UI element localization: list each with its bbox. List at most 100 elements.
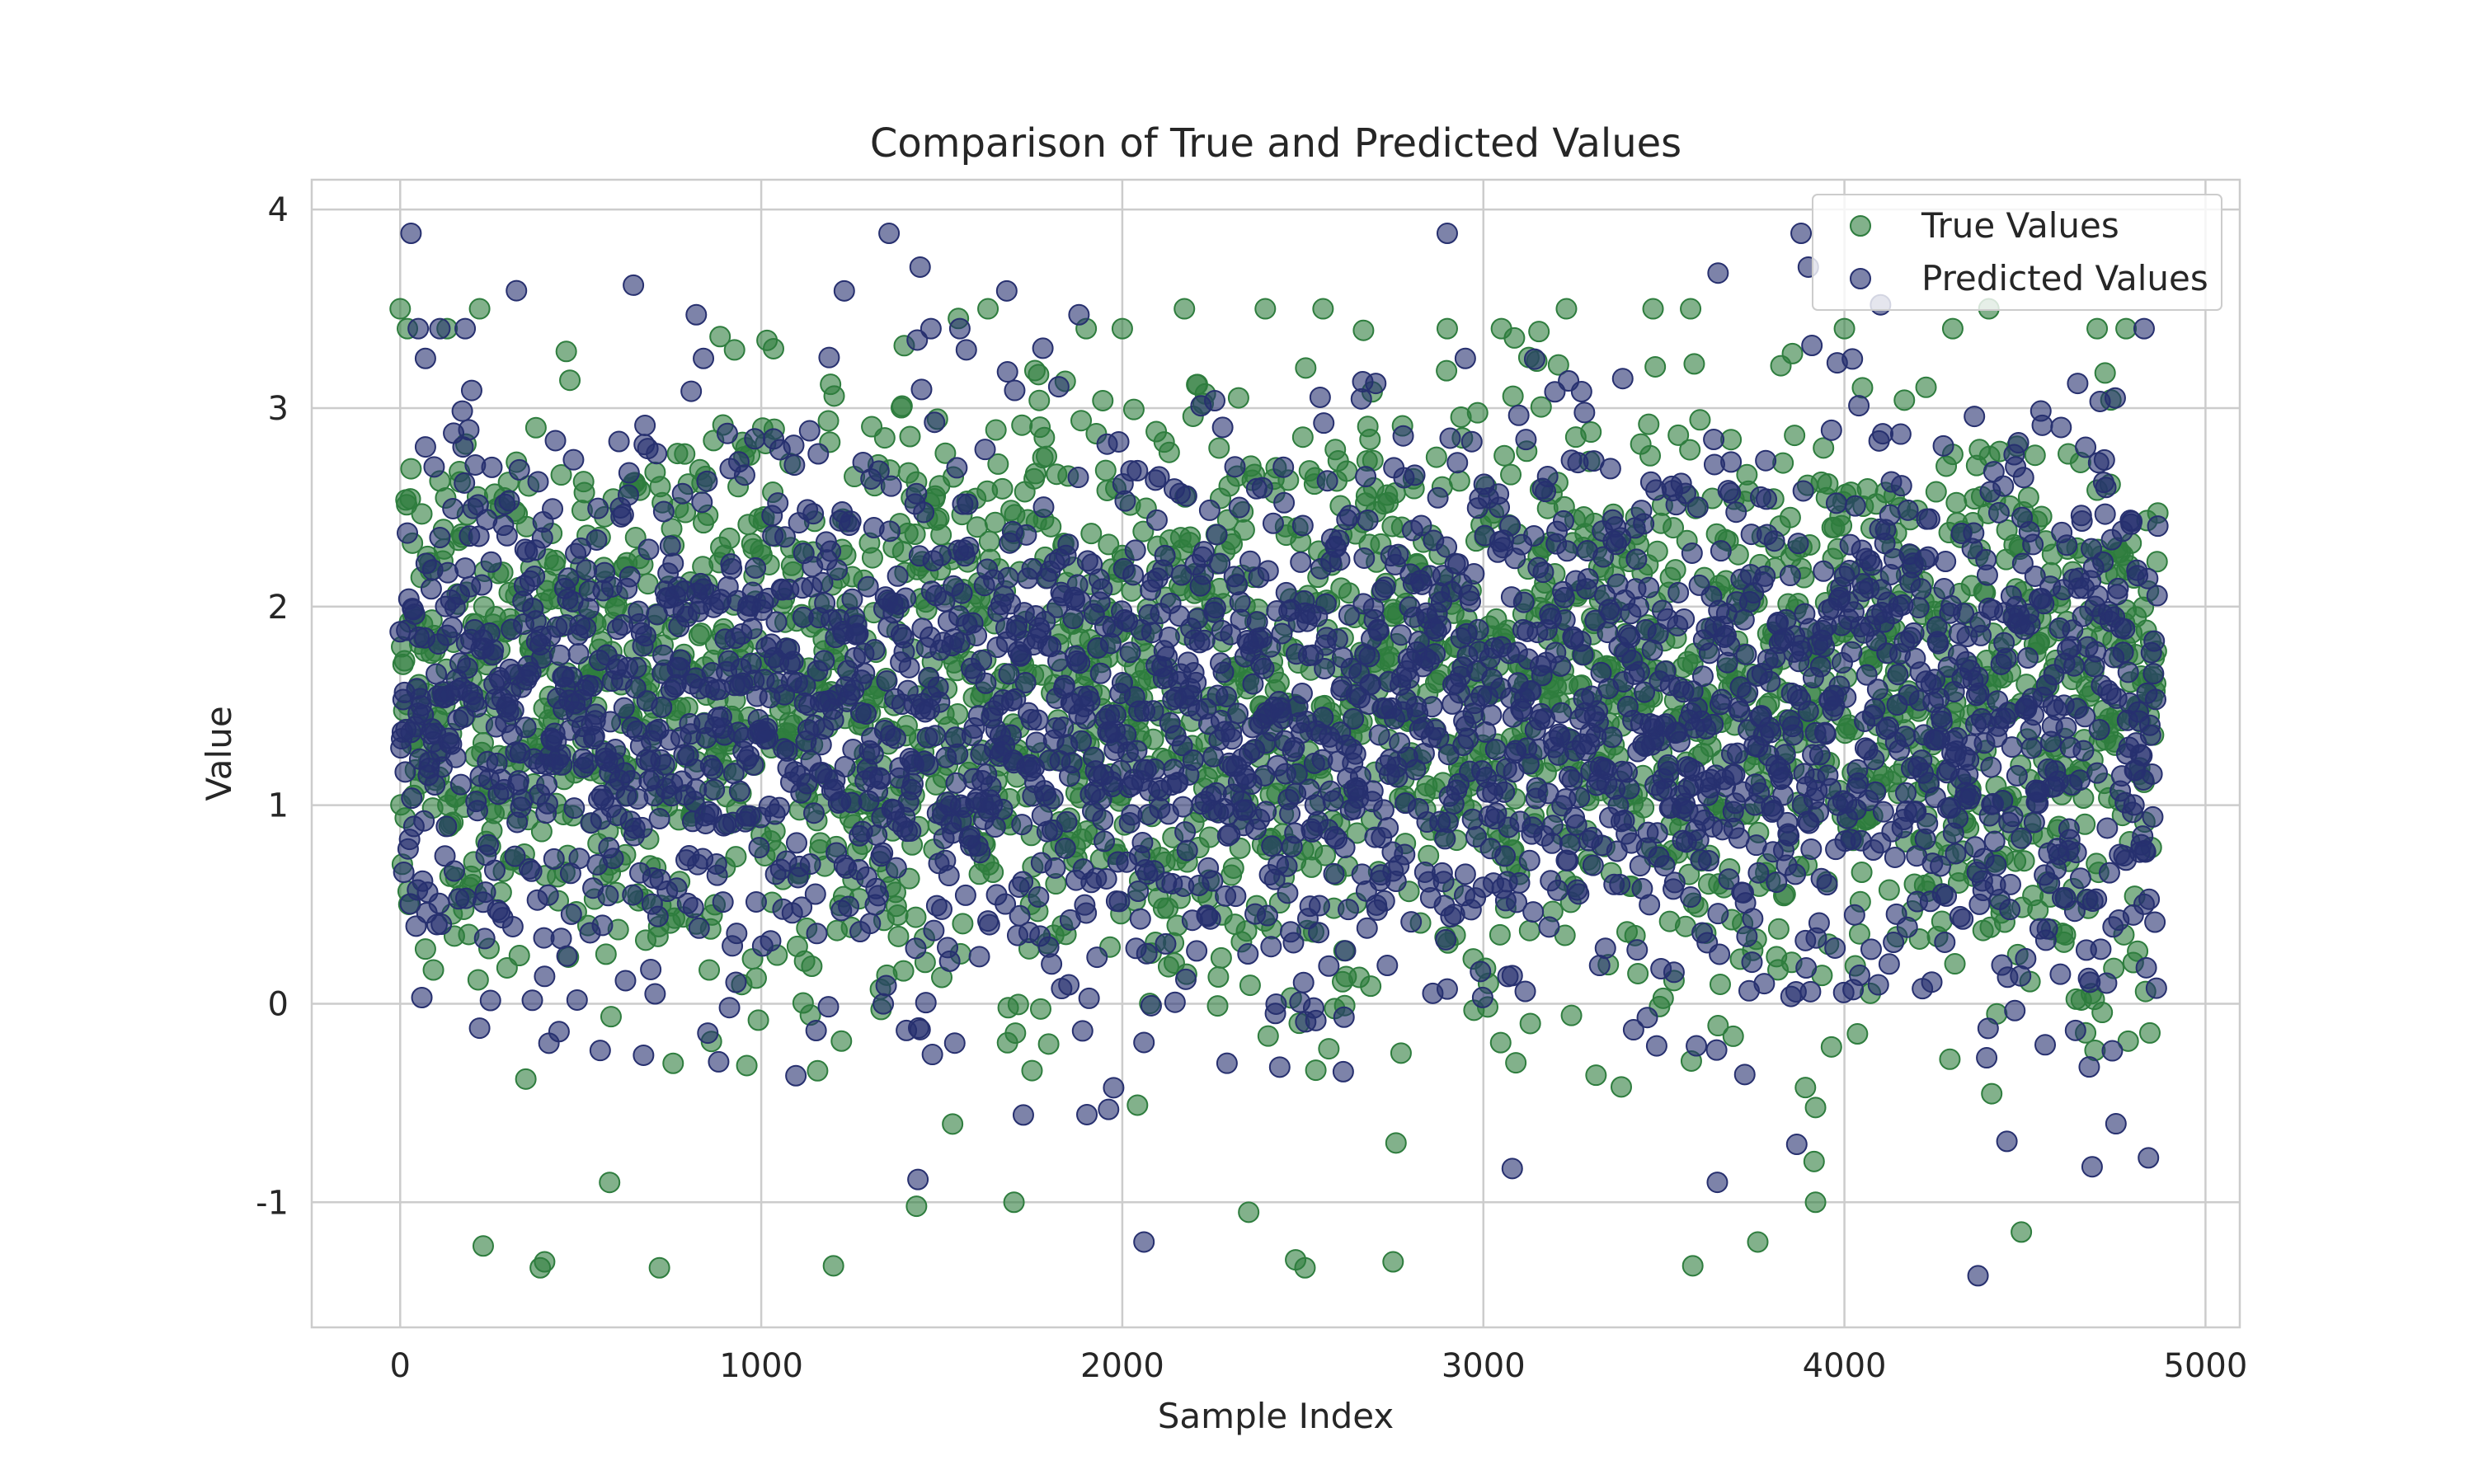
data-point (496, 524, 518, 547)
data-point (567, 642, 590, 665)
data-point (975, 672, 997, 694)
data-point (1470, 960, 1492, 983)
data-point (747, 1009, 769, 1031)
legend-marker-true-values (1850, 215, 1871, 237)
data-point (917, 754, 939, 776)
data-point (1436, 978, 1458, 1000)
data-point (685, 778, 708, 801)
data-point (1501, 965, 1523, 987)
data-point (862, 743, 884, 765)
data-point (1569, 787, 1591, 809)
data-point (473, 928, 496, 950)
data-point (1204, 390, 1226, 412)
data-point (403, 603, 426, 625)
data-point (1069, 652, 1091, 674)
data-point (2049, 963, 2072, 985)
data-point (1058, 974, 1080, 996)
data-point (2096, 817, 2119, 839)
data-point (876, 669, 898, 692)
data-point (544, 549, 567, 571)
data-point (768, 796, 790, 819)
data-point (637, 538, 660, 561)
data-point (1142, 728, 1164, 750)
data-point (1800, 838, 1823, 860)
data-point (2050, 416, 2072, 439)
data-point (1193, 629, 1216, 651)
data-point (1727, 543, 1749, 566)
data-point (501, 915, 524, 937)
data-point (969, 842, 991, 864)
data-point (1238, 1201, 1260, 1223)
data-point (555, 340, 577, 363)
data-point (929, 691, 951, 713)
data-point (833, 279, 855, 302)
data-point (1390, 624, 1412, 646)
data-point (1611, 368, 1634, 390)
data-point (2023, 704, 2045, 726)
data-point (1228, 496, 1250, 519)
data-point (1222, 857, 1244, 879)
data-point (1454, 863, 1476, 885)
data-point (1896, 916, 1918, 938)
data-point (1360, 674, 1382, 696)
data-point (996, 361, 1018, 383)
data-point (651, 696, 673, 718)
data-point (1126, 1094, 1149, 1116)
data-point (467, 969, 489, 991)
data-point (1625, 548, 1648, 571)
data-point (1804, 1097, 1827, 1119)
y-tick-label: 0 (268, 985, 289, 1023)
data-point (1312, 707, 1334, 729)
data-point (1519, 1012, 1541, 1035)
data-point (971, 649, 993, 671)
data-point (508, 458, 530, 481)
data-point (400, 223, 422, 245)
data-point (1759, 670, 1781, 693)
data-point (1550, 655, 1572, 677)
data-point (1000, 724, 1023, 746)
data-point (2036, 918, 2058, 940)
data-point (1239, 974, 1261, 997)
data-point (506, 279, 528, 302)
data-point (1490, 317, 1512, 340)
data-point (2020, 737, 2043, 759)
data-point (1820, 419, 1842, 441)
data-point (1658, 760, 1680, 782)
data-point (1754, 565, 1776, 587)
data-point (468, 1017, 491, 1040)
data-point (1075, 902, 1098, 924)
data-point (1338, 582, 1360, 604)
data-point (1522, 901, 1545, 923)
data-point (1172, 796, 1194, 818)
data-point (1295, 357, 1317, 379)
data-point (559, 369, 581, 392)
data-point (647, 905, 669, 928)
data-point (1386, 766, 1409, 788)
data-point (1577, 568, 1599, 590)
data-point (1211, 416, 1234, 439)
data-point (1332, 1060, 1354, 1082)
data-point (854, 662, 876, 684)
data-point (745, 967, 767, 989)
data-point (2093, 448, 2115, 471)
data-point (1987, 501, 2010, 524)
data-point (443, 860, 465, 882)
data-point (913, 501, 935, 524)
data-point (712, 891, 734, 913)
data-point (2114, 618, 2136, 640)
data-point (1037, 1033, 1060, 1055)
data-point (682, 896, 704, 918)
data-point (1276, 855, 1298, 877)
data-point (2142, 663, 2165, 685)
data-point (801, 955, 823, 977)
data-point (451, 400, 473, 422)
data-point (1594, 937, 1616, 960)
y-tick-label: 1 (268, 787, 289, 825)
data-point (674, 443, 696, 465)
data-point (2085, 641, 2107, 663)
data-point (1945, 491, 1968, 514)
data-point (1686, 496, 1709, 519)
data-point (859, 913, 882, 935)
data-point (449, 773, 472, 796)
data-point (910, 378, 933, 401)
